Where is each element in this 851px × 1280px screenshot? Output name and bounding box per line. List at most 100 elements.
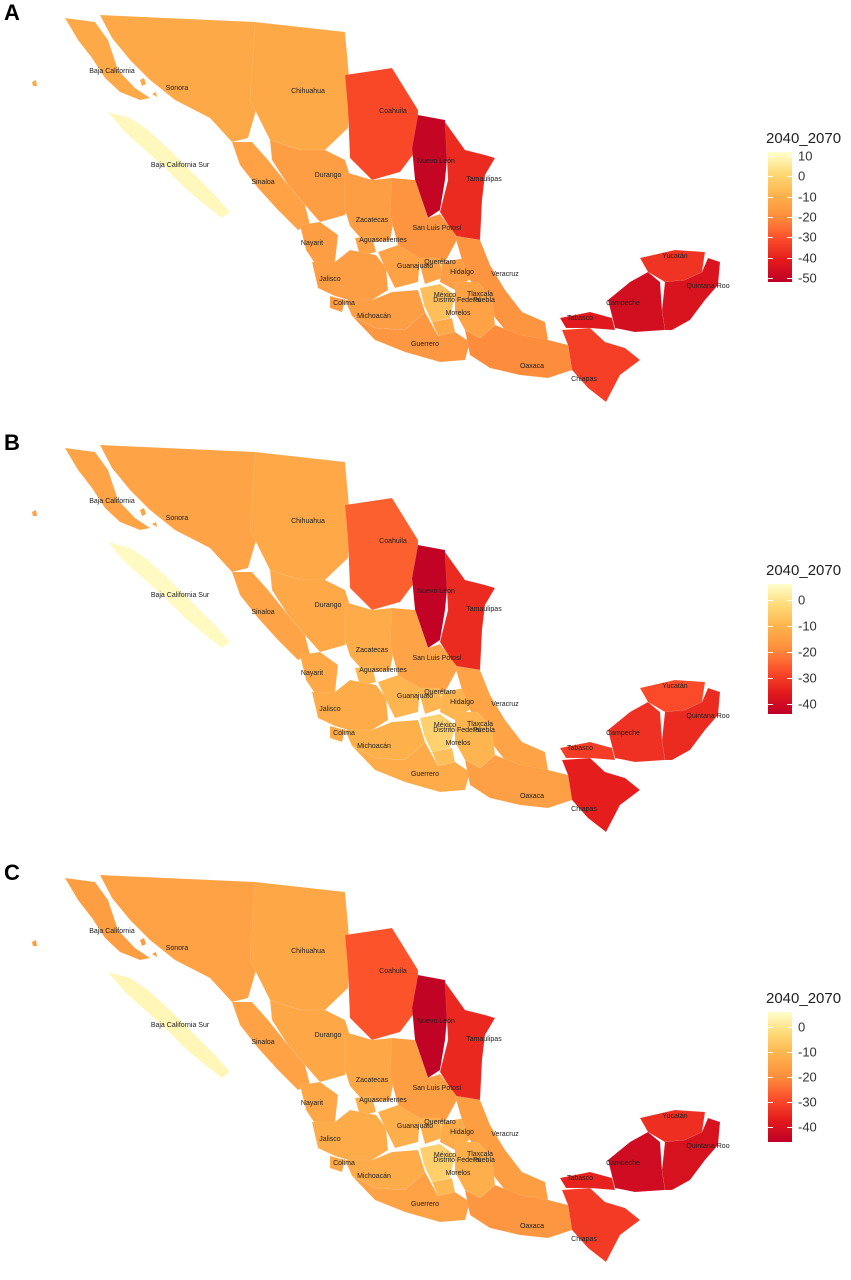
state-label-chihuahua: Chihuahua xyxy=(291,88,325,95)
legend-tick-mark xyxy=(787,677,792,679)
state-san-luis-potosi xyxy=(389,177,459,263)
choropleth-map: Baja California Sonora Chihuahua Coahuila Nu… xyxy=(32,444,730,833)
state-label-aguascalientes: Aguascalientes xyxy=(359,237,407,244)
state-label-tabasco: Tabasco xyxy=(567,745,593,752)
legend-tick-mark xyxy=(768,703,773,705)
state-label-tamaulipas: Tamaulipas xyxy=(466,606,502,613)
panel-label: B xyxy=(4,430,20,455)
legend-tick-label: 0 xyxy=(798,1019,806,1035)
state-label-tlaxcala: Tlaxcala xyxy=(467,291,493,298)
state-quintana-roo xyxy=(661,687,721,761)
state-aguascalientes xyxy=(354,665,377,687)
state-guanajuato xyxy=(377,244,421,289)
state-label-aguascalientes: Aguascalientes xyxy=(359,667,407,674)
legend-tick-label: -30 xyxy=(798,670,817,686)
legend-tick-label: -10 xyxy=(798,618,817,634)
state-label-mexico: México xyxy=(434,292,456,299)
legend-tick-mark xyxy=(768,277,773,279)
state-label-durango: Durango xyxy=(315,602,342,609)
state-label-campeche: Campeche xyxy=(606,1160,640,1167)
legend: 2040_2070 0 -10 -20 -30 -40 xyxy=(766,562,851,722)
legend-tick-mark xyxy=(787,625,792,627)
state-label-durango: Durango xyxy=(315,172,342,179)
state-label-guanajuato: Guanajuato xyxy=(397,693,433,700)
legend-tick-label: 10 xyxy=(798,148,813,164)
state-label-guerrero: Guerrero xyxy=(411,1201,439,1208)
state-guerrero xyxy=(351,741,471,793)
state-distrito-federal xyxy=(437,1159,453,1175)
state-label-hidalgo: Hidalgo xyxy=(450,269,474,276)
state-label-michoacan: Michoacán xyxy=(357,1173,391,1180)
panel-c: C Baja California Sonora Chihuahua Coahuila… xyxy=(0,860,851,1280)
state-label-distrito-federal: Distrito Federal xyxy=(433,727,481,734)
state-chihuahua xyxy=(249,451,351,581)
state-colima xyxy=(329,295,346,313)
state-label-jalisco: Jalisco xyxy=(319,706,341,713)
legend-tick-label: -30 xyxy=(798,1094,817,1110)
legend-tick-label: -10 xyxy=(798,189,817,205)
state-label-baja-california-sur: Baja California Sur xyxy=(151,592,210,599)
legend-tick-mark xyxy=(787,176,792,178)
state-label-baja-california-sur: Baja California Sur xyxy=(151,162,210,169)
state-label-coahuila: Coahuila xyxy=(379,968,407,975)
legend-tick-mark xyxy=(768,237,773,239)
legend-tick-label: -20 xyxy=(798,644,817,660)
legend-tick-mark xyxy=(787,1027,792,1028)
state-label-aguascalientes: Aguascalientes xyxy=(359,1097,407,1104)
legend-tick-mark xyxy=(768,1077,773,1078)
legend-tick-mark xyxy=(787,1127,792,1128)
state-label-queretaro: Querétaro xyxy=(424,259,456,266)
legend-tick-mark xyxy=(787,277,792,279)
state-label-hidalgo: Hidalgo xyxy=(450,699,474,706)
state-label-guerrero: Guerrero xyxy=(411,771,439,778)
state-label-tlaxcala: Tlaxcala xyxy=(467,1151,493,1158)
panel-label: C xyxy=(4,860,20,885)
island-shape xyxy=(32,510,37,516)
legend-tick-mark xyxy=(787,196,792,198)
legend-tick-label: -40 xyxy=(798,250,817,266)
state-label-nayarit: Nayarit xyxy=(301,1100,323,1107)
state-baja-california xyxy=(64,17,151,101)
legend-colorbar xyxy=(768,584,792,714)
state-label-san-luis-potosi: San Luis Potosí xyxy=(412,1085,461,1092)
state-label-baja-california: Baja California xyxy=(89,68,135,75)
state-label-sonora: Sonora xyxy=(166,515,189,522)
legend-title: 2040_2070 xyxy=(766,562,842,579)
state-san-luis-potosi xyxy=(389,1037,459,1123)
legend-tick-label: -40 xyxy=(798,696,817,712)
legend-tick-mark xyxy=(768,1027,773,1028)
state-colima xyxy=(329,725,346,743)
state-label-veracruz: Veracruz xyxy=(491,271,519,278)
state-jalisco xyxy=(311,249,389,303)
legend-title: 2040_2070 xyxy=(766,130,842,147)
state-zacatecas xyxy=(344,171,397,244)
island-shape xyxy=(140,938,146,946)
state-tabasco xyxy=(559,311,616,331)
legend-tick-mark xyxy=(787,217,792,218)
state-label-michoacan: Michoacán xyxy=(357,743,391,750)
island-shape xyxy=(152,952,157,957)
state-label-mexico: México xyxy=(434,1152,456,1159)
legend-tick-mark xyxy=(787,703,792,705)
state-label-sonora: Sonora xyxy=(166,945,189,952)
legend-tick-mark xyxy=(787,257,792,259)
state-label-yucatan: Yucatán xyxy=(662,253,687,260)
state-zacatecas xyxy=(344,601,397,674)
legend-tick-mark xyxy=(768,625,773,627)
island-shape xyxy=(140,78,146,86)
legend: 2040_2070 10 0 -10 -20 -30 -40 -50 xyxy=(766,130,851,290)
state-distrito-federal xyxy=(437,729,453,745)
state-label-jalisco: Jalisco xyxy=(319,1136,341,1143)
state-guerrero xyxy=(351,311,471,363)
state-tamaulipas xyxy=(439,550,496,671)
state-label-distrito-federal: Distrito Federal xyxy=(433,297,481,304)
legend-tick-mark xyxy=(768,156,773,158)
state-label-sinaloa: Sinaloa xyxy=(251,1039,274,1046)
island-shape xyxy=(152,522,157,527)
state-label-hidalgo: Hidalgo xyxy=(450,1129,474,1136)
state-label-tabasco: Tabasco xyxy=(567,1175,593,1182)
state-label-tabasco: Tabasco xyxy=(567,315,593,322)
state-quintana-roo xyxy=(661,1117,721,1191)
legend-tick-mark xyxy=(768,176,773,178)
choropleth-map: Baja California Sonora Chihuahua Coahuila Nu… xyxy=(32,14,730,403)
